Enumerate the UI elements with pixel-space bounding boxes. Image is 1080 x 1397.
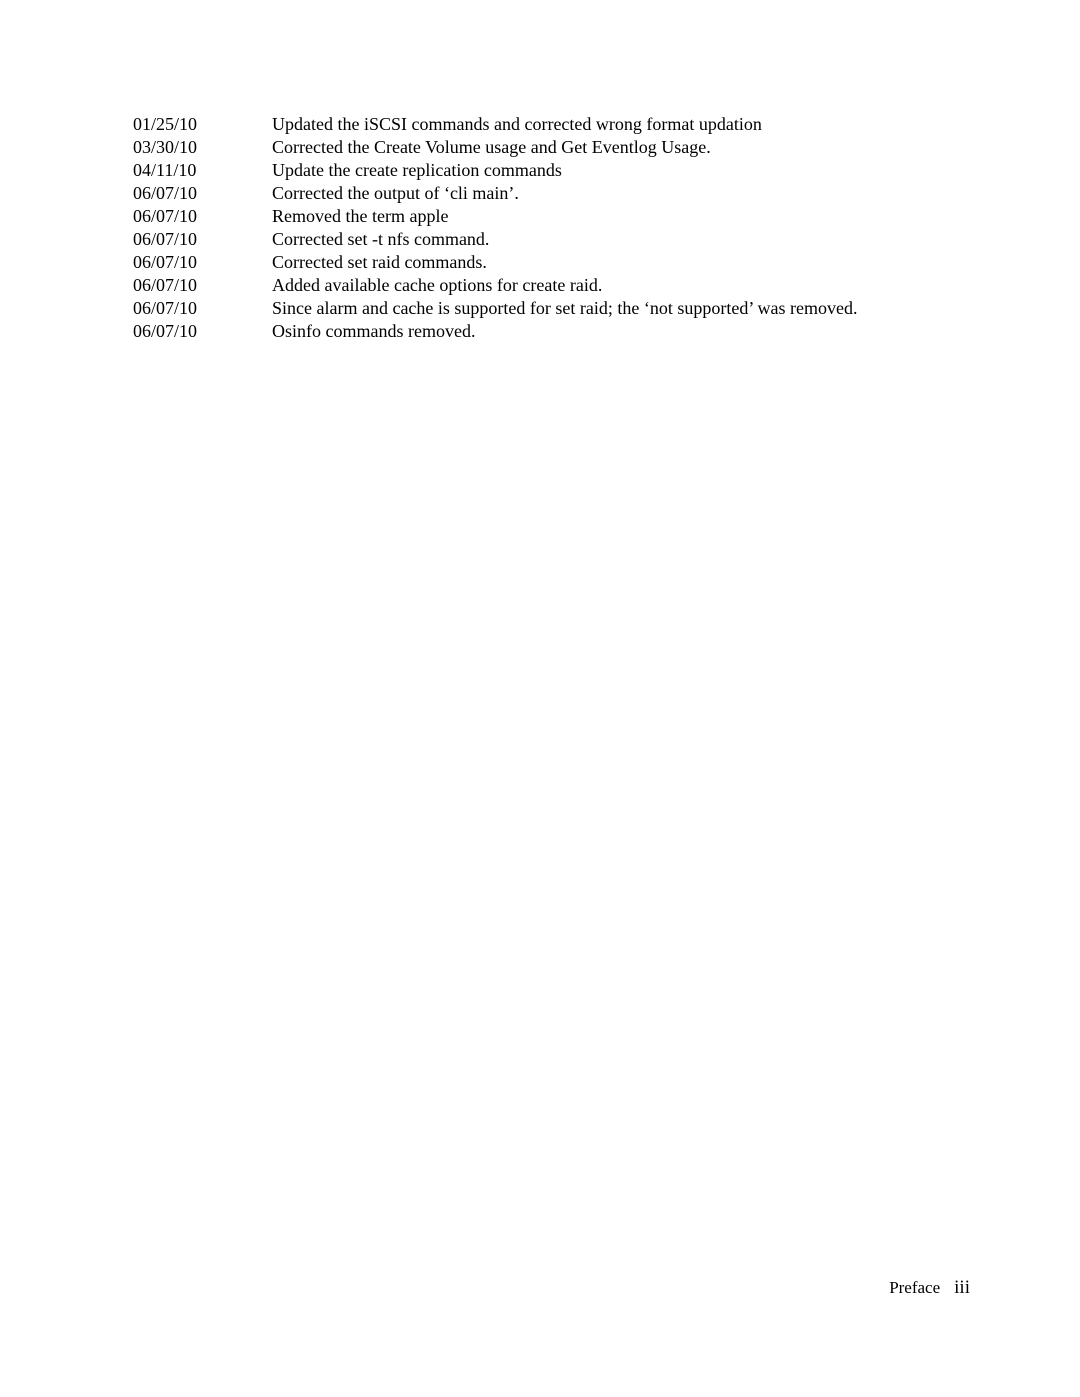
- table-row: 06/07/10 Osinfo commands removed.: [133, 320, 970, 343]
- table-row: 04/11/10 Update the create replication c…: [133, 159, 970, 182]
- table-row: 06/07/10 Corrected the output of ‘cli ma…: [133, 182, 970, 205]
- footer-page-number: iii: [954, 1277, 970, 1299]
- page-footer: Preface iii: [889, 1277, 970, 1299]
- changelog-description: Removed the term apple: [272, 205, 970, 228]
- table-row: 06/07/10 Corrected set -t nfs command.: [133, 228, 970, 251]
- changelog-date: 01/25/10: [133, 113, 272, 136]
- table-row: 06/07/10 Removed the term apple: [133, 205, 970, 228]
- page-content: 01/25/10 Updated the iSCSI commands and …: [0, 0, 1080, 343]
- changelog-description: Update the create replication commands: [272, 159, 970, 182]
- changelog-description: Corrected the Create Volume usage and Ge…: [272, 136, 970, 159]
- changelog-date: 06/07/10: [133, 297, 272, 320]
- table-row: 06/07/10 Added available cache options f…: [133, 274, 970, 297]
- changelog-date: 06/07/10: [133, 182, 272, 205]
- table-row: 06/07/10 Since alarm and cache is suppor…: [133, 297, 970, 320]
- changelog-description: Updated the iSCSI commands and corrected…: [272, 113, 970, 136]
- table-row: 03/30/10 Corrected the Create Volume usa…: [133, 136, 970, 159]
- table-row: 01/25/10 Updated the iSCSI commands and …: [133, 113, 970, 136]
- changelog-date: 06/07/10: [133, 205, 272, 228]
- changelog-date: 04/11/10: [133, 159, 272, 182]
- changelog-table: 01/25/10 Updated the iSCSI commands and …: [133, 113, 970, 343]
- changelog-date: 03/30/10: [133, 136, 272, 159]
- table-row: 06/07/10 Corrected set raid commands.: [133, 251, 970, 274]
- changelog-description: Corrected set -t nfs command.: [272, 228, 970, 251]
- changelog-description: Since alarm and cache is supported for s…: [272, 297, 970, 320]
- changelog-description: Added available cache options for create…: [272, 274, 970, 297]
- changelog-date: 06/07/10: [133, 228, 272, 251]
- changelog-description: Corrected set raid commands.: [272, 251, 970, 274]
- changelog-date: 06/07/10: [133, 251, 272, 274]
- changelog-description: Osinfo commands removed.: [272, 320, 970, 343]
- changelog-description: Corrected the output of ‘cli main’.: [272, 182, 970, 205]
- footer-section-label: Preface: [889, 1278, 940, 1298]
- changelog-date: 06/07/10: [133, 274, 272, 297]
- changelog-date: 06/07/10: [133, 320, 272, 343]
